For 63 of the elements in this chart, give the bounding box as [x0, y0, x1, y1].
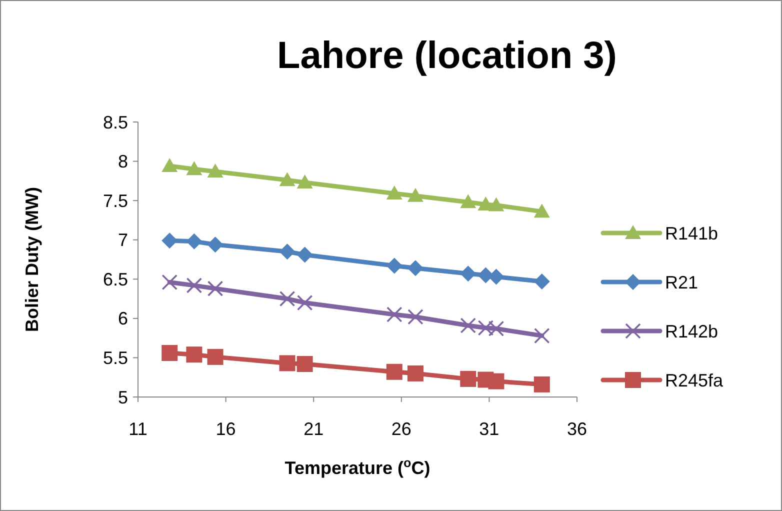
point — [186, 346, 202, 363]
y-tick-label: 7 — [118, 230, 128, 250]
legend-label: R245fa — [665, 370, 724, 390]
y-tick-label: 5 — [118, 387, 128, 408]
point — [386, 306, 402, 322]
x-tick-label: 21 — [304, 419, 324, 439]
point — [488, 320, 504, 337]
point — [407, 260, 424, 276]
legend-label: R21 — [665, 272, 698, 292]
point — [279, 290, 296, 307]
point — [162, 232, 178, 249]
x-tick-label: 26 — [391, 419, 412, 439]
y-tick-label: 6.5 — [102, 269, 128, 290]
point — [460, 318, 476, 334]
point — [162, 158, 178, 172]
y-tick-label: 7.5 — [102, 190, 128, 211]
point — [386, 364, 402, 380]
x-tick-label: 36 — [566, 419, 588, 439]
point — [488, 197, 504, 212]
y-tick-label: 8 — [118, 152, 128, 172]
point — [207, 280, 224, 296]
point — [408, 308, 424, 325]
point — [186, 278, 202, 294]
y-tick-label: 8.5 — [102, 112, 128, 132]
point — [279, 355, 296, 372]
point — [162, 274, 178, 290]
point — [407, 365, 424, 382]
point — [534, 328, 550, 344]
point — [478, 320, 494, 336]
x-tick-label: 31 — [479, 419, 500, 439]
chart-title: Lahore (location 3) — [277, 35, 617, 77]
point — [407, 188, 424, 202]
point — [207, 236, 224, 253]
x-tick-label: 11 — [128, 419, 148, 439]
point — [534, 376, 550, 392]
point — [296, 246, 313, 263]
point — [460, 370, 476, 387]
point — [186, 161, 202, 176]
point — [296, 356, 313, 372]
point — [207, 164, 224, 178]
x-axis-title: Temperature ($^{o}$C) — [284, 456, 430, 478]
x-tick-label: 16 — [216, 419, 236, 439]
point — [296, 174, 313, 188]
y-axis-title: Bolier Duty (MW) — [22, 187, 42, 332]
point — [279, 172, 296, 186]
point — [534, 274, 550, 290]
point — [296, 294, 313, 311]
point — [386, 258, 402, 274]
point — [386, 186, 402, 200]
point — [460, 266, 476, 282]
point — [488, 373, 504, 390]
point — [460, 194, 476, 208]
point — [186, 233, 202, 250]
legend-label: R142b — [665, 321, 718, 342]
point — [162, 345, 178, 361]
y-tick-label: 6 — [118, 308, 128, 329]
point — [279, 244, 296, 260]
point — [478, 267, 494, 284]
y-tick-label: 5.5 — [102, 348, 128, 368]
legend-label: R141b — [665, 223, 718, 244]
point — [488, 268, 504, 285]
point — [207, 348, 224, 365]
point — [534, 204, 550, 218]
